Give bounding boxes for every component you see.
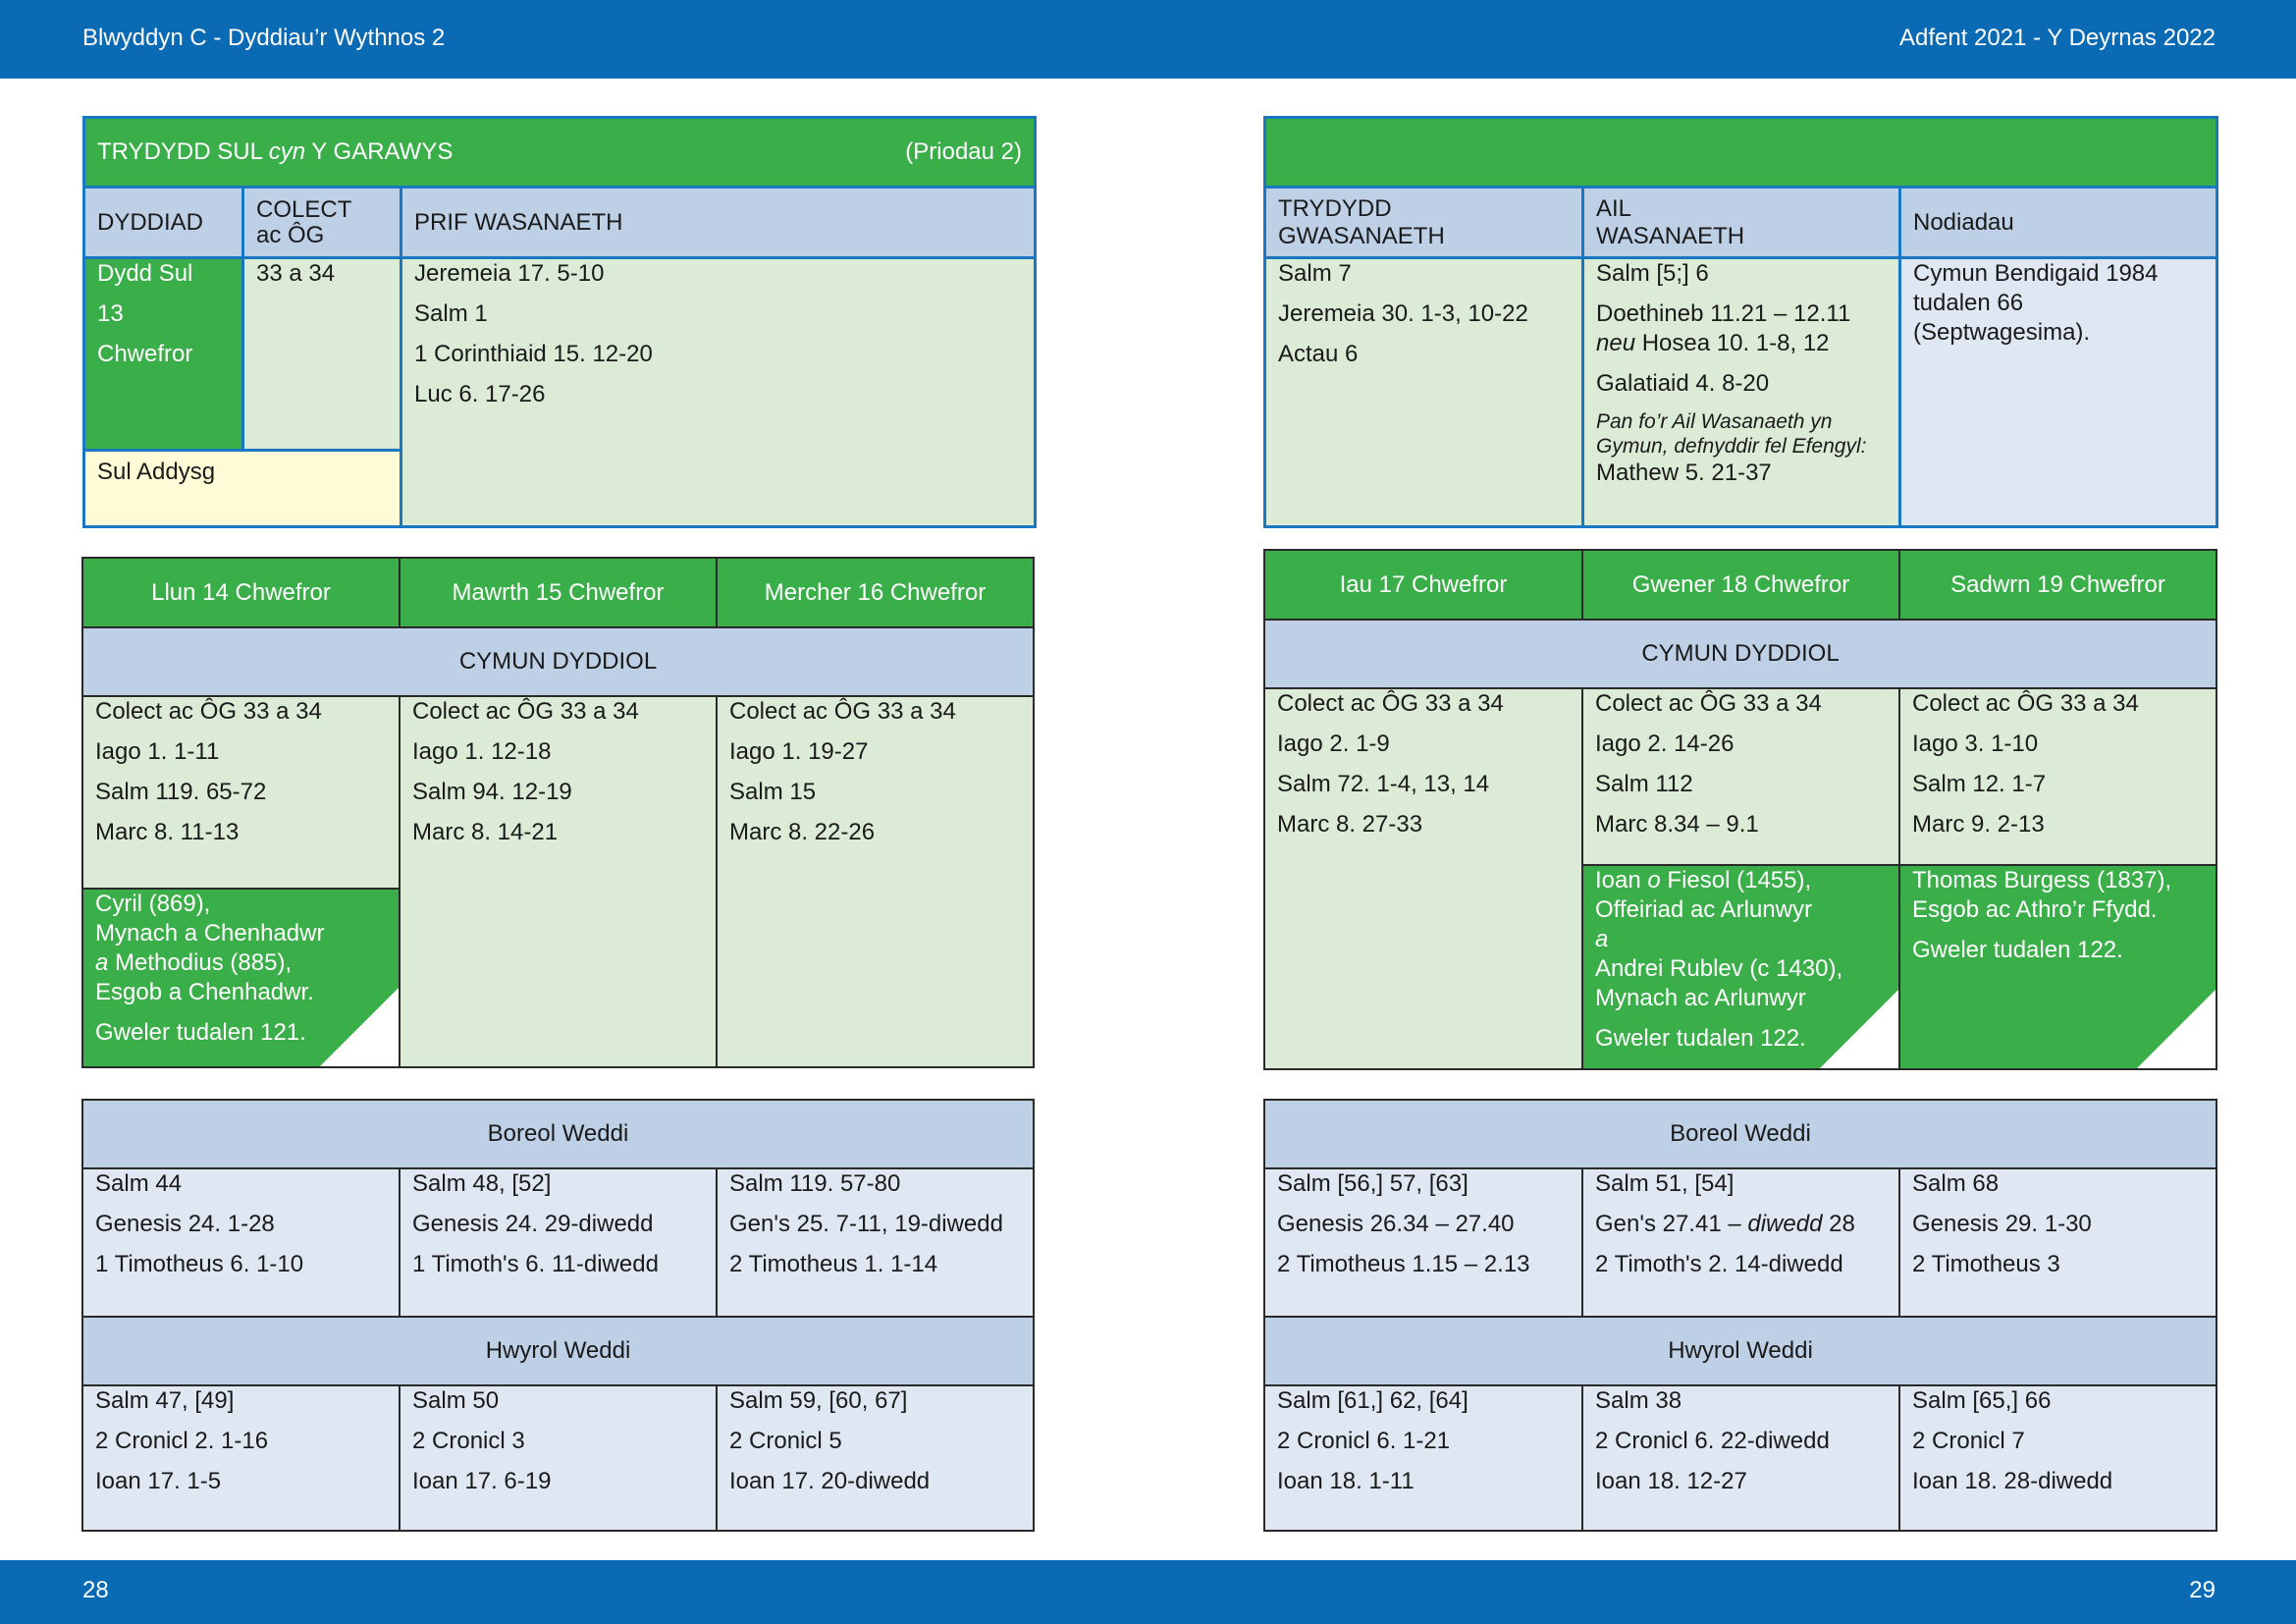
page-number-left: 28: [82, 1577, 109, 1603]
morning-fri: Salm 51, [54] Gen's 27.41 – diwedd 28 2 …: [1581, 1167, 1900, 1318]
sul-addysg: Sul Addysg: [82, 449, 402, 528]
prayers-table-left: Boreol Weddi Salm 44 Genesis 24. 1-28 1 …: [81, 1099, 1035, 1532]
morning-mon: Salm 44 Genesis 24. 1-28 1 Timotheus 6. …: [81, 1167, 400, 1318]
morning-sat: Salm 68 Genesis 29. 1-30 2 Timotheus 3: [1898, 1167, 2217, 1318]
col-header-third-service: TRYDYDD GWASANAETH: [1263, 186, 1584, 259]
page-fold-corner: [1820, 990, 1897, 1067]
page-number-right: 29: [2189, 1577, 2216, 1603]
morning-tue: Salm 48, [52] Genesis 24. 29-diwedd 1 Ti…: [399, 1167, 718, 1318]
day-header-thu: Iau 17 Chwefror: [1263, 549, 1583, 621]
evening-prayer-title-right: Hwyrol Weddi: [1263, 1316, 2217, 1386]
weekday-table-left: Llun 14 Chwefror Mawrth 15 Chwefror Merc…: [81, 557, 1035, 1068]
readings-thu: Colect ac ÔG 33 a 34 Iago 2. 1-9 Salm 72…: [1263, 687, 1583, 1070]
col-header-second-service: AIL WASANAETH: [1581, 186, 1901, 259]
sunday-table-right: TRYDYDD GWASANAETH AIL WASANAETH Nodiadau …: [1263, 116, 2218, 528]
commemoration-sat: Thomas Burgess (1837), Esgob ac Athro’r …: [1898, 864, 2217, 1070]
sunday-right-title-row: [1263, 116, 2218, 189]
sunday-title-row: TRYDYDD SUL cyn Y GARAWYS (Priodau 2): [82, 116, 1037, 189]
evening-sat: Salm [65,] 66 2 Cronicl 7 Ioan 18. 28-di…: [1898, 1384, 2217, 1532]
sunday-title: TRYDYDD SUL cyn Y GARAWYS: [97, 138, 454, 165]
page-fold-corner: [320, 988, 398, 1065]
bottom-banner: [0, 1560, 2296, 1624]
page-fold-corner: [2137, 990, 2215, 1067]
evening-mon: Salm 47, [49] 2 Cronicl 2. 1-16 Ioan 17.…: [81, 1384, 400, 1532]
day-header-fri: Gwener 18 Chwefror: [1581, 549, 1900, 621]
morning-wed: Salm 119. 57-80 Gen's 25. 7-11, 19-diwed…: [716, 1167, 1035, 1318]
cymun-dyddiol-right: CYMUN DYDDIOL: [1263, 619, 2217, 689]
col-header-notes: Nodiadau: [1898, 186, 2218, 259]
sunday-main-readings: Jeremeia 17. 5-10 Salm 1 1 Corinthiaid 1…: [400, 256, 1037, 528]
day-header-tue: Mawrth 15 Chwefror: [399, 557, 718, 628]
day-header-sat: Sadwrn 19 Chwefror: [1898, 549, 2217, 621]
see-page-sat: Gweler tudalen 122.: [1912, 937, 2123, 963]
header-right: Adfent 2021 - Y Deyrnas 2022: [1898, 25, 2216, 51]
second-service-note: Pan fo’r Ail Wasanaeth yn Gymun, defnydd…: [1596, 410, 1867, 458]
see-page-fri: Gweler tudalen 122.: [1595, 1025, 1806, 1052]
header-left: Blwyddyn C - Dyddiau’r Wythnos 2: [82, 25, 446, 51]
morning-prayer-title-right: Boreol Weddi: [1263, 1099, 2217, 1169]
notes-cell: Cymun Bendigaid 1984 tudalen 66 (Septwag…: [1898, 256, 2218, 528]
evening-tue: Salm 50 2 Cronicl 3 Ioan 17. 6-19: [399, 1384, 718, 1532]
col-header-date: DYDDIAD: [82, 186, 244, 259]
sunday-note: (Priodau 2): [905, 138, 1022, 165]
third-service-readings: Salm 7 Jeremeia 30. 1-3, 10-22 Actau 6: [1263, 256, 1584, 528]
morning-thu: Salm [56,] 57, [63] Genesis 26.34 – 27.4…: [1263, 1167, 1583, 1318]
day-header-wed: Mercher 16 Chwefror: [716, 557, 1035, 628]
col-header-colect: COLECT ac ÔG: [241, 186, 402, 259]
commemoration-mon: Cyril (869), Mynach a Chenhadwr a Method…: [81, 888, 400, 1068]
evening-thu: Salm [61,] 62, [64] 2 Cronicl 6. 1-21 Io…: [1263, 1384, 1583, 1532]
prayers-table-right: Boreol Weddi Salm [56,] 57, [63] Genesis…: [1263, 1099, 2217, 1532]
evening-prayer-title-left: Hwyrol Weddi: [81, 1316, 1035, 1386]
sunday-date: Dydd Sul 13 Chwefror: [82, 256, 244, 452]
day-header-mon: Llun 14 Chwefror: [81, 557, 400, 628]
sunday-colect: 33 a 34: [241, 256, 402, 452]
commemoration-fri: Ioan o Fiesol (1455), Offeiriad ac Arlun…: [1581, 864, 1900, 1070]
readings-wed: Colect ac ÔG 33 a 34 Iago 1. 19-27 Salm …: [716, 695, 1035, 1068]
weekday-table-right: Iau 17 Chwefror Gwener 18 Chwefror Sadwr…: [1263, 549, 2217, 1070]
sunday-table-left: TRYDYDD SUL cyn Y GARAWYS (Priodau 2) DY…: [82, 116, 1037, 528]
top-banner: [0, 0, 2296, 79]
readings-tue: Colect ac ÔG 33 a 34 Iago 1. 12-18 Salm …: [399, 695, 718, 1068]
readings-sat: Colect ac ÔG 33 a 34 Iago 3. 1-10 Salm 1…: [1898, 687, 2217, 866]
col-header-main-service: PRIF WASANAETH: [400, 186, 1037, 259]
readings-fri: Colect ac ÔG 33 a 34 Iago 2. 14-26 Salm …: [1581, 687, 1900, 866]
morning-prayer-title-left: Boreol Weddi: [81, 1099, 1035, 1169]
evening-fri: Salm 38 2 Cronicl 6. 22-diwedd Ioan 18. …: [1581, 1384, 1900, 1532]
cymun-dyddiol-left: CYMUN DYDDIOL: [81, 626, 1035, 697]
see-page-mon: Gweler tudalen 121.: [95, 1019, 306, 1046]
second-service-readings: Salm [5;] 6 Doethineb 11.21 – 12.11 neu …: [1581, 256, 1901, 528]
evening-wed: Salm 59, [60, 67] 2 Cronicl 5 Ioan 17. 2…: [716, 1384, 1035, 1532]
readings-mon: Colect ac ÔG 33 a 34 Iago 1. 1-11 Salm 1…: [81, 695, 400, 890]
